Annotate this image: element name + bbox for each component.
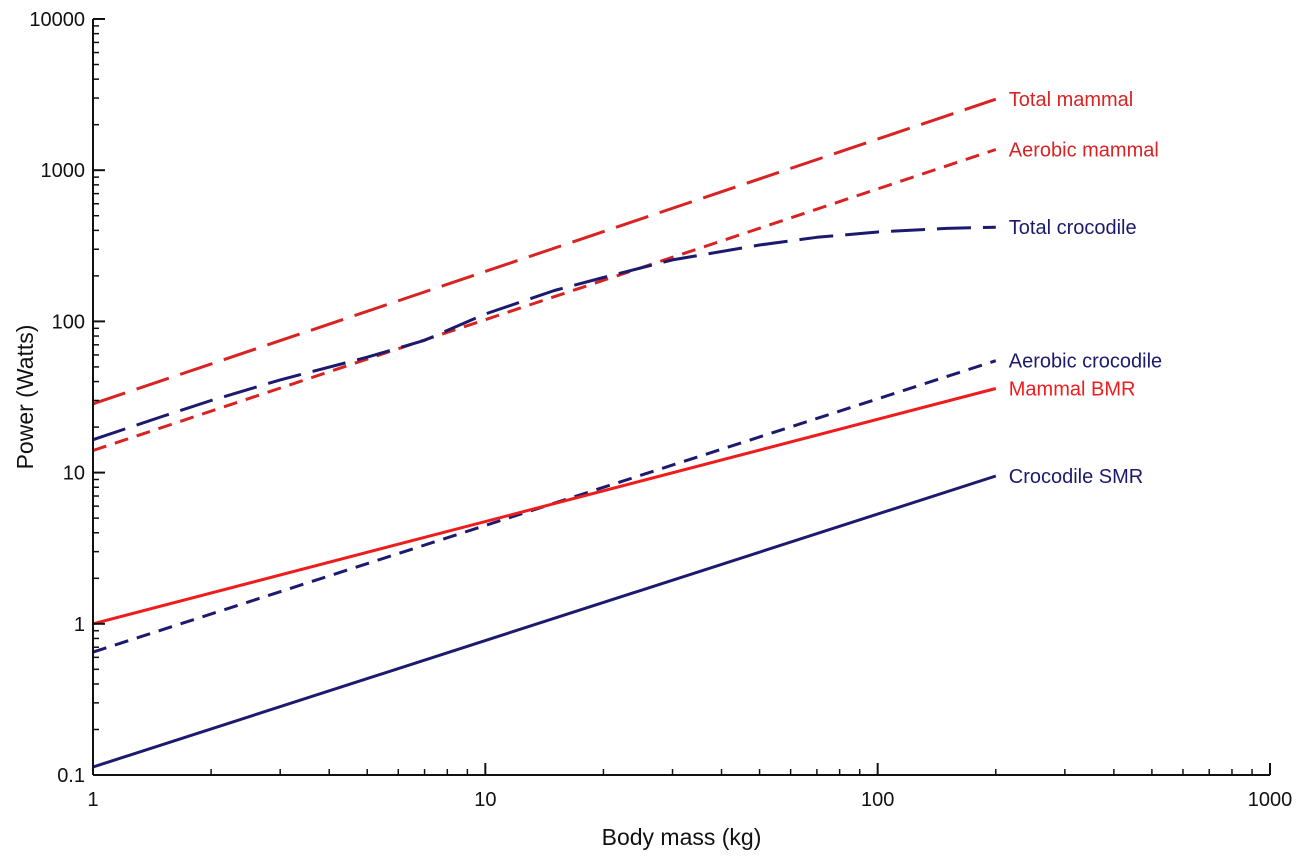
x-axis-title: Body mass (kg): [602, 824, 762, 850]
y-ticks: 0.1 1 10 100 1000 10000: [29, 9, 105, 787]
series-label-total-mammal: Total mammal: [1009, 89, 1133, 111]
x-tick-label: 1: [87, 789, 98, 811]
series-label-mammal-bmr: Mammal BMR: [1009, 378, 1136, 400]
series-line-crocodile-smr: [92, 474, 997, 769]
series-line-total-crocodile: [92, 225, 996, 442]
series-line-total-mammal: [92, 97, 997, 406]
x-tick-label: 10: [474, 789, 496, 811]
y-tick-label: 10: [63, 463, 85, 485]
series-label-aerobic-mammal: Aerobic mammal: [1009, 140, 1159, 162]
series-line-aerobic-mammal: [92, 148, 997, 452]
y-tick-label: 0.1: [57, 765, 85, 787]
series-labels: Total mammal Aerobic mammal Total crocodil…: [1009, 89, 1162, 488]
series-label-crocodile-smr: Crocodile SMR: [1009, 466, 1143, 488]
y-tick-label: 1000: [41, 160, 86, 182]
series-line-mammal-bmr: [92, 387, 997, 626]
series-layer: [92, 97, 997, 769]
series-line-aerobic-crocodile: [92, 359, 997, 654]
x-tick-label: 1000: [1248, 789, 1293, 811]
x-tick-label: 100: [861, 789, 894, 811]
y-axis-title: Power (Watts): [12, 325, 38, 470]
x-ticks: 1 10 100 1000: [87, 763, 1292, 811]
series-label-total-crocodile: Total crocodile: [1009, 217, 1137, 239]
y-tick-label: 10000: [29, 9, 85, 31]
series-label-aerobic-crocodile: Aerobic crocodile: [1009, 351, 1162, 373]
y-tick-label: 100: [52, 311, 85, 333]
y-tick-label: 1: [74, 614, 85, 636]
